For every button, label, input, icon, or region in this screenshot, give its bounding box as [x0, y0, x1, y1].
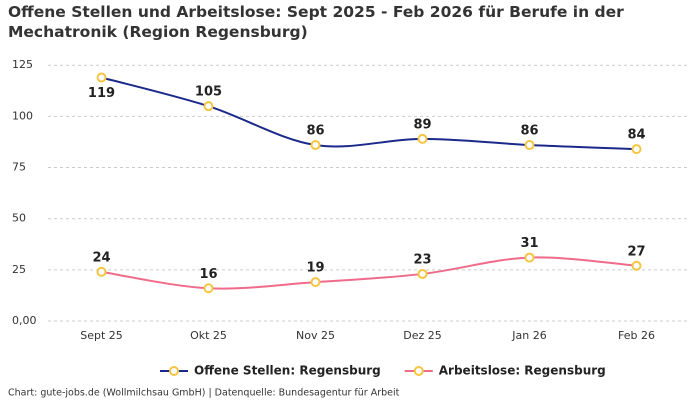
y-tick-label: 125: [12, 58, 33, 71]
value-label: 31: [520, 236, 538, 251]
x-tick-label: Feb 26: [618, 329, 655, 342]
value-label: 24: [92, 250, 110, 265]
marker: [631, 144, 642, 155]
marker: [631, 260, 642, 271]
marker: [310, 140, 321, 151]
marker: [96, 266, 107, 277]
line: [101, 256, 637, 290]
legend-label: Arbeitslose: Regensburg: [439, 364, 606, 378]
x-tick-label: Sept 25: [80, 329, 123, 342]
value-label: 27: [627, 244, 645, 259]
y-tick-label: 75: [12, 161, 26, 174]
value-label: 105: [195, 85, 222, 100]
value-label: 84: [627, 128, 645, 143]
marker: [96, 72, 107, 83]
value-label: 119: [88, 86, 115, 101]
source: Chart: gute-jobs.de (Wollmilchsau GmbH) …: [8, 388, 400, 399]
legend-marker: [169, 366, 179, 376]
legend-marker: [413, 366, 424, 376]
x-tick-label: Dez 25: [403, 329, 442, 342]
value-label: 16: [199, 267, 217, 282]
x-tick-label: Nov 25: [296, 329, 335, 342]
line: [101, 76, 637, 151]
y-tick-label: 50: [12, 212, 26, 225]
marker: [417, 133, 428, 144]
x-tick-label: Okt 25: [190, 329, 227, 342]
value-label: 86: [520, 124, 538, 139]
y-tick-label: 100: [12, 109, 33, 122]
value-label: 19: [306, 261, 324, 276]
marker: [524, 252, 535, 263]
marker: [417, 268, 428, 279]
y-tick-label: 25: [12, 263, 26, 276]
marker: [203, 101, 214, 112]
marker: [203, 283, 214, 294]
x-tick-label: Jan 26: [511, 329, 546, 342]
y-tick-label: 0,00: [12, 314, 37, 327]
chart-title: Offene Stellen und Arbeitslose: Sept 202…: [8, 3, 624, 41]
value-label: 89: [413, 117, 431, 132]
marker: [310, 277, 321, 288]
legend-label: Offene Stellen: Regensburg: [194, 364, 381, 378]
value-label: 86: [306, 124, 324, 139]
value-label: 23: [413, 252, 431, 267]
marker: [524, 140, 535, 151]
